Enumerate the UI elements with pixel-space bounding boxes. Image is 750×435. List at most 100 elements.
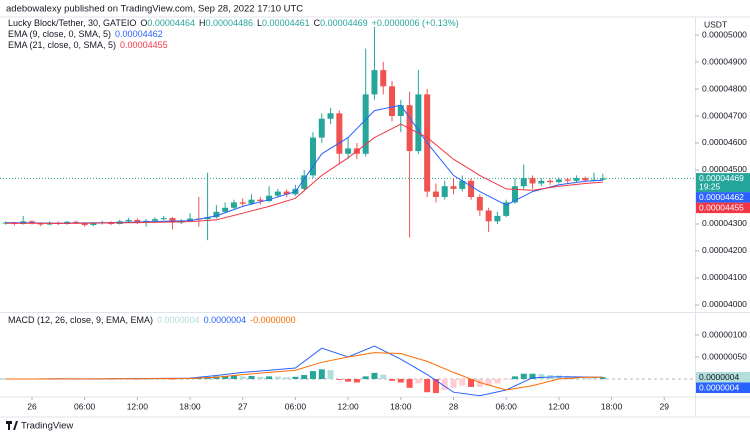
candle-body bbox=[327, 113, 334, 119]
legend-key: C bbox=[314, 18, 321, 28]
histogram-bar bbox=[582, 376, 589, 380]
histogram-bar bbox=[432, 379, 439, 394]
legend-key: H bbox=[199, 18, 206, 28]
price-tag-label: 0.0000004 bbox=[699, 372, 739, 382]
histogram-bar bbox=[292, 376, 299, 380]
histogram-bar bbox=[503, 379, 510, 380]
legend-name: EMA (21, close, 0, SMA, 5) bbox=[8, 40, 116, 50]
brand-logo: TradingView bbox=[6, 421, 73, 432]
macd-legend: MACD (12, 26, close, 9, EMA, EMA) 0.00000… bbox=[8, 315, 296, 325]
legend-value: 0.00004486 bbox=[205, 18, 253, 28]
candle-body bbox=[336, 113, 343, 154]
histogram-bar bbox=[248, 375, 255, 380]
histogram-bar bbox=[468, 379, 475, 387]
x-tick-label: 12:00 bbox=[337, 401, 359, 411]
histogram-bar bbox=[222, 375, 229, 380]
histogram-bar bbox=[459, 379, 466, 386]
x-tick-label: 18:00 bbox=[601, 401, 623, 411]
price-tag bbox=[696, 382, 750, 394]
y-tick-label: 0.00004900 bbox=[702, 56, 747, 66]
histogram-bar bbox=[415, 379, 422, 384]
publish-header: adebowalexy published on TradingView.com… bbox=[6, 4, 303, 15]
macd-title: MACD (12, 26, close, 9, EMA, EMA) bbox=[8, 315, 153, 325]
histogram-bar bbox=[309, 371, 316, 380]
candle-body bbox=[520, 178, 527, 187]
logo-icon bbox=[6, 421, 18, 430]
candle-body bbox=[389, 86, 396, 116]
candle-body bbox=[309, 137, 316, 176]
candle-body bbox=[459, 180, 466, 189]
histogram-bar bbox=[564, 375, 571, 380]
histogram-bar bbox=[353, 379, 360, 383]
x-tick-label: 18:00 bbox=[179, 401, 201, 411]
x-tick-label: 12:00 bbox=[548, 401, 570, 411]
legend-symbol-row: Lucky Block/Tether, 30, GATEIO O0.0000446… bbox=[8, 18, 459, 28]
y-tick-label: 0.00005000 bbox=[702, 29, 747, 39]
candle-body bbox=[441, 186, 448, 197]
price-tag bbox=[696, 192, 750, 203]
histogram-bar bbox=[336, 379, 343, 380]
histogram-bar bbox=[327, 370, 334, 380]
y-tick-label: 0.00004300 bbox=[702, 218, 747, 228]
candle-body bbox=[318, 118, 325, 138]
candle-body bbox=[362, 94, 369, 154]
histogram-bar bbox=[406, 379, 413, 388]
histogram-bar bbox=[257, 376, 264, 380]
legend-value: 0.0000004 bbox=[204, 315, 247, 325]
candle-body bbox=[81, 223, 88, 226]
y-tick-label: 0.00004800 bbox=[702, 83, 747, 93]
legend-change: +0.0000006 (+0.13%) bbox=[372, 18, 459, 28]
x-tick-label: 28 bbox=[449, 401, 459, 411]
histogram-bar bbox=[591, 377, 598, 380]
candle-body bbox=[301, 175, 308, 189]
candle-body bbox=[90, 223, 97, 226]
price-tag-label: 0.00004469 bbox=[699, 173, 744, 183]
histogram-bar bbox=[345, 379, 352, 382]
histogram-bar bbox=[485, 379, 492, 386]
histogram-bar bbox=[520, 373, 527, 380]
candle-body bbox=[125, 219, 132, 222]
candle-body bbox=[266, 195, 273, 202]
legend-value: 0.00004464 bbox=[147, 18, 195, 28]
histogram-bar bbox=[450, 379, 457, 388]
histogram-bar bbox=[318, 369, 325, 380]
candle-body bbox=[468, 180, 475, 197]
price-tag bbox=[696, 202, 750, 214]
legend-row: EMA (21, close, 0, SMA, 5) 0.00004455 bbox=[8, 40, 168, 50]
histogram-bar bbox=[301, 375, 308, 380]
candle-body bbox=[511, 186, 518, 203]
candle-body bbox=[345, 148, 352, 154]
indicator-line bbox=[5, 352, 603, 391]
legend-value: 0.00004462 bbox=[115, 29, 163, 39]
candle-body bbox=[222, 207, 229, 212]
legend-value: 0.0000004 bbox=[157, 315, 200, 325]
candle-body bbox=[248, 199, 255, 204]
legend-name: EMA (9, close, 0, SMA, 5) bbox=[8, 29, 111, 39]
histogram-bar bbox=[362, 376, 369, 380]
legend-value: 0.00004455 bbox=[120, 40, 168, 50]
candle-body bbox=[160, 218, 167, 220]
candle-body bbox=[143, 220, 150, 222]
legend-symbol: Lucky Block/Tether, 30, GATEIO bbox=[8, 18, 136, 28]
histogram-bar bbox=[511, 376, 518, 380]
candle-body bbox=[151, 219, 158, 221]
candle-body bbox=[538, 180, 545, 184]
candle-body bbox=[547, 180, 554, 183]
histogram-bar bbox=[380, 374, 387, 380]
candle-body bbox=[380, 70, 387, 87]
histogram-bar bbox=[538, 374, 545, 380]
y-tick-label: 0.00004200 bbox=[702, 245, 747, 255]
price-tag-label: 0.0000004 bbox=[699, 382, 739, 392]
price-tag-label: 0.00004462 bbox=[699, 192, 744, 202]
candle-body bbox=[415, 94, 422, 152]
candle-body bbox=[283, 191, 290, 195]
brand-text: TradingView bbox=[21, 421, 73, 432]
legend-value: -0.0000000 bbox=[250, 315, 296, 325]
histogram-bar bbox=[397, 379, 404, 383]
candle-body bbox=[230, 202, 237, 208]
candle-body bbox=[582, 178, 589, 181]
countdown-label: 19:25 bbox=[699, 181, 721, 191]
legend-key: L bbox=[257, 18, 262, 28]
